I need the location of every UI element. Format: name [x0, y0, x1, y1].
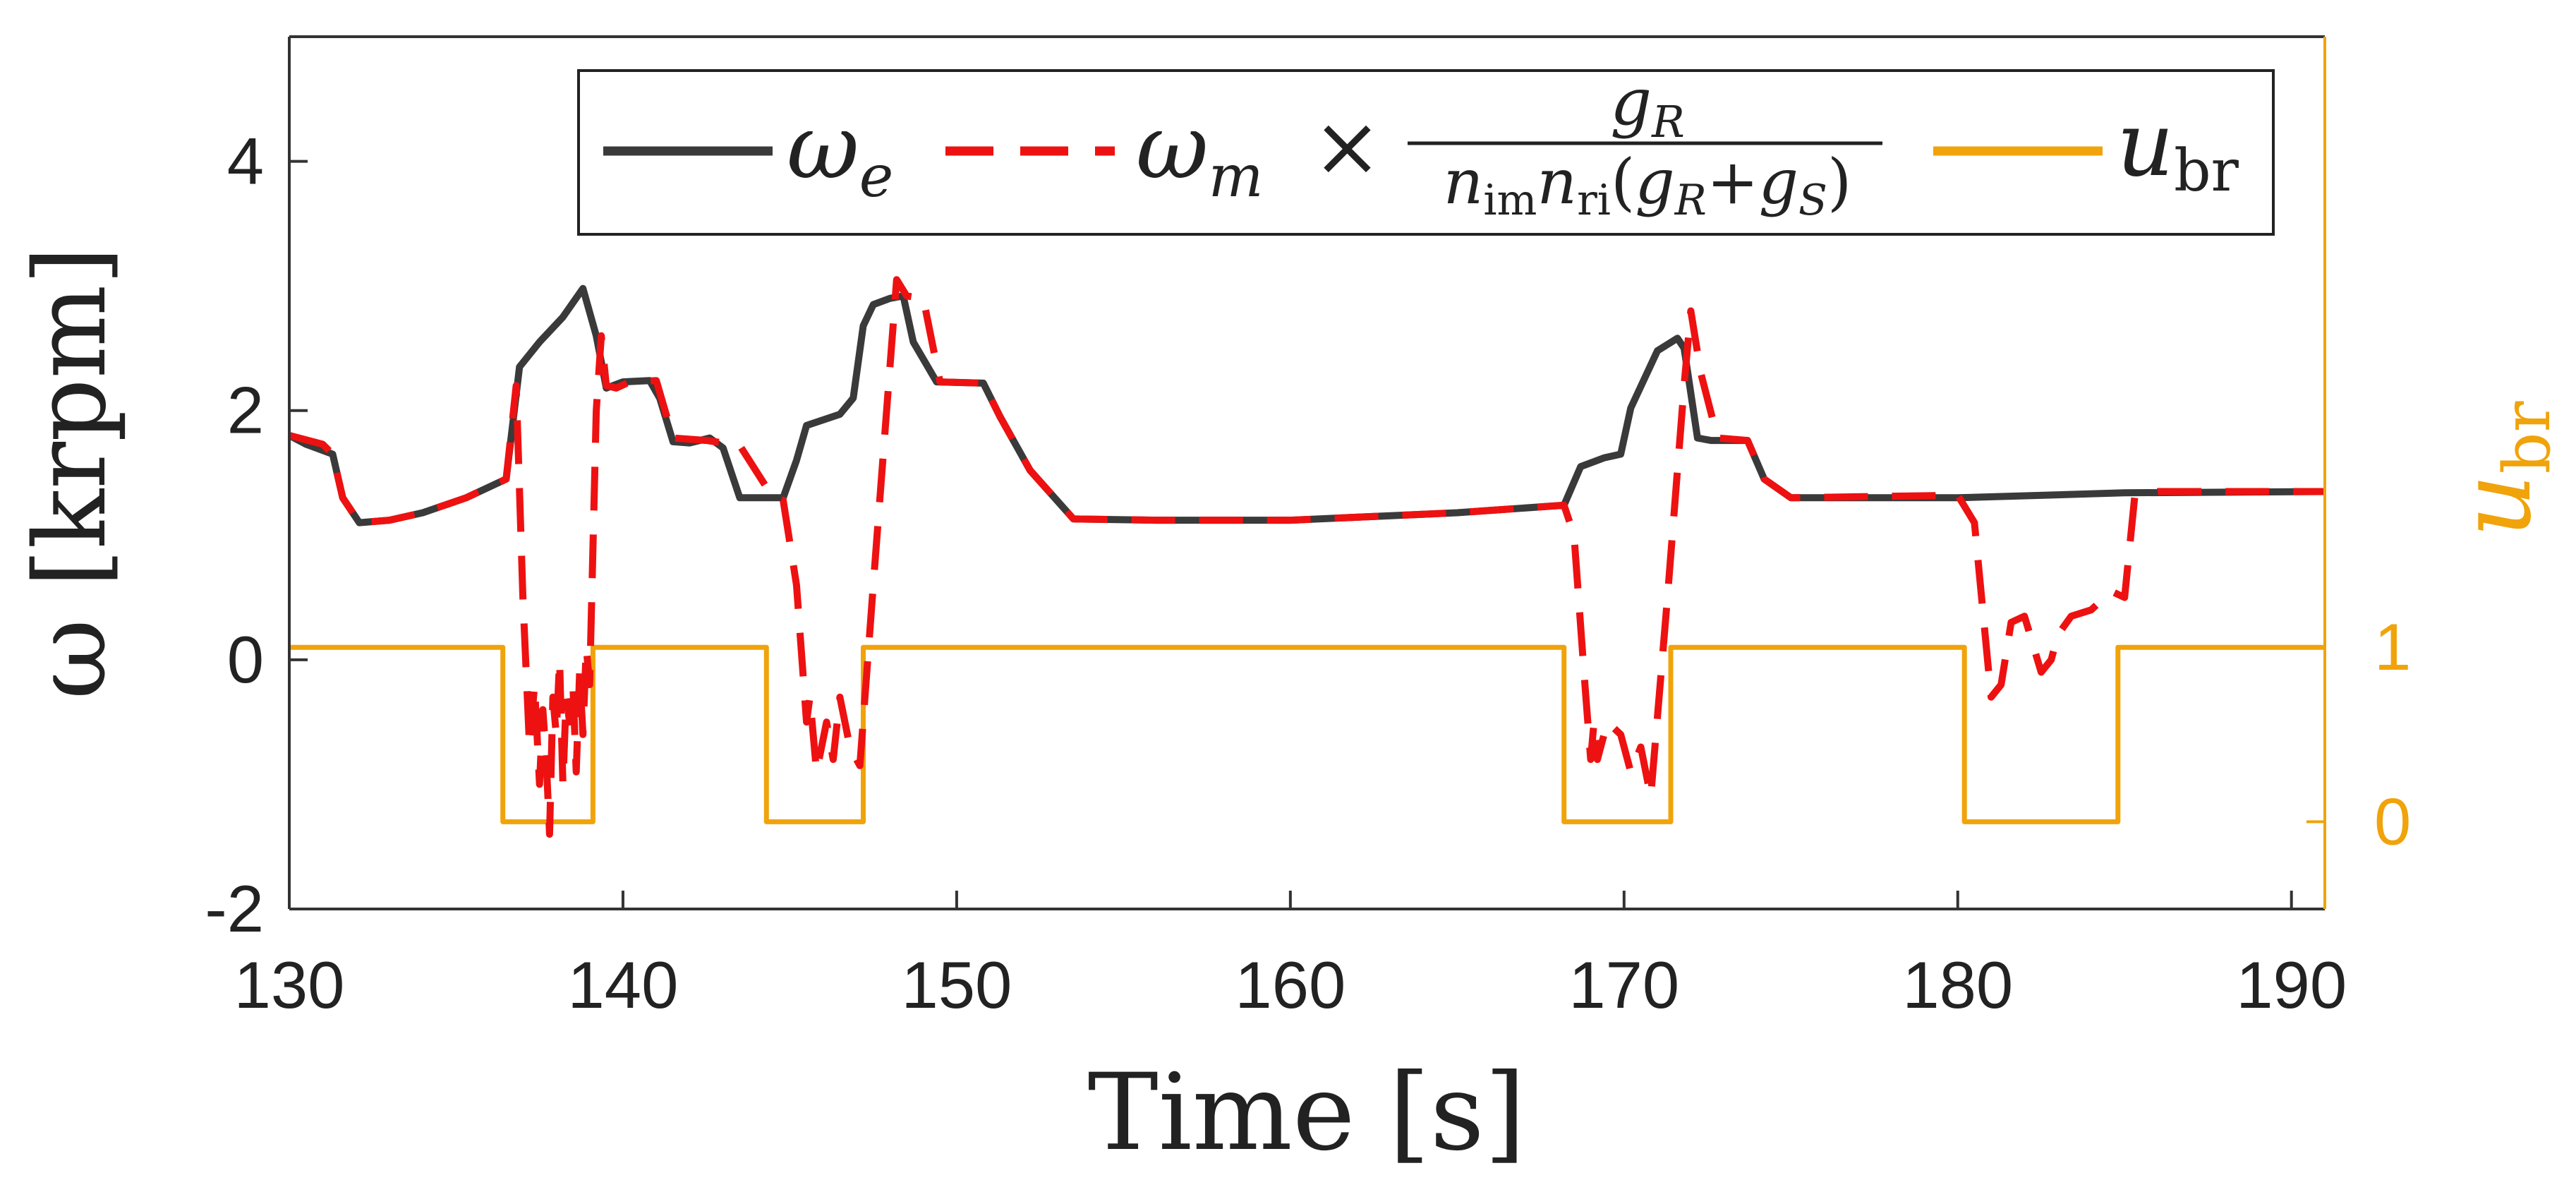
y2-tick-label: 1 [2374, 610, 2411, 684]
svg-text:ubr: ubr [2438, 401, 2565, 537]
x-tick-label: 150 [901, 948, 1012, 1022]
legend-times: × [1312, 97, 1382, 195]
x-tick-label: 180 [1902, 948, 2013, 1022]
series-omega-e [287, 284, 2326, 526]
y-tick-label: 2 [227, 373, 264, 447]
x-tick-label: 130 [234, 948, 345, 1022]
legend-we-label: ωe [787, 95, 893, 210]
x-tick-label: 170 [1568, 948, 1679, 1022]
y2-tick-label: 0 [2374, 784, 2411, 858]
y-axis-label: ω [krpm] [13, 246, 128, 699]
x-tick-label: 140 [568, 948, 679, 1022]
series-omega-m-scaled [288, 276, 2325, 838]
tick-layer: 130 140 150 160 170 180 190 -2 0 2 4 0 1 [205, 124, 2411, 1022]
y2-axis-label: ubr [2438, 401, 2565, 537]
series-u-br [289, 644, 2325, 824]
legend-frac-numerator: gR [1610, 64, 1685, 148]
y-tick-label: 0 [227, 622, 264, 697]
x-tick-label: 160 [1235, 948, 1346, 1022]
y-tick-label: 4 [227, 124, 264, 198]
y-tick-label: -2 [205, 872, 264, 946]
legend-wm-label: ωm [1136, 95, 1264, 210]
legend-frac-denominator: nimnri(gR+gS) [1444, 145, 1852, 225]
x-axis-label: Time [s] [1088, 1052, 1526, 1174]
series-layer [287, 276, 2326, 838]
legend: ωe ωm × gR nimnri(gR+gS) ubr [577, 64, 2275, 236]
legend-ubr-label: ubr [2117, 92, 2239, 205]
x-tick-label: 190 [2236, 948, 2347, 1022]
